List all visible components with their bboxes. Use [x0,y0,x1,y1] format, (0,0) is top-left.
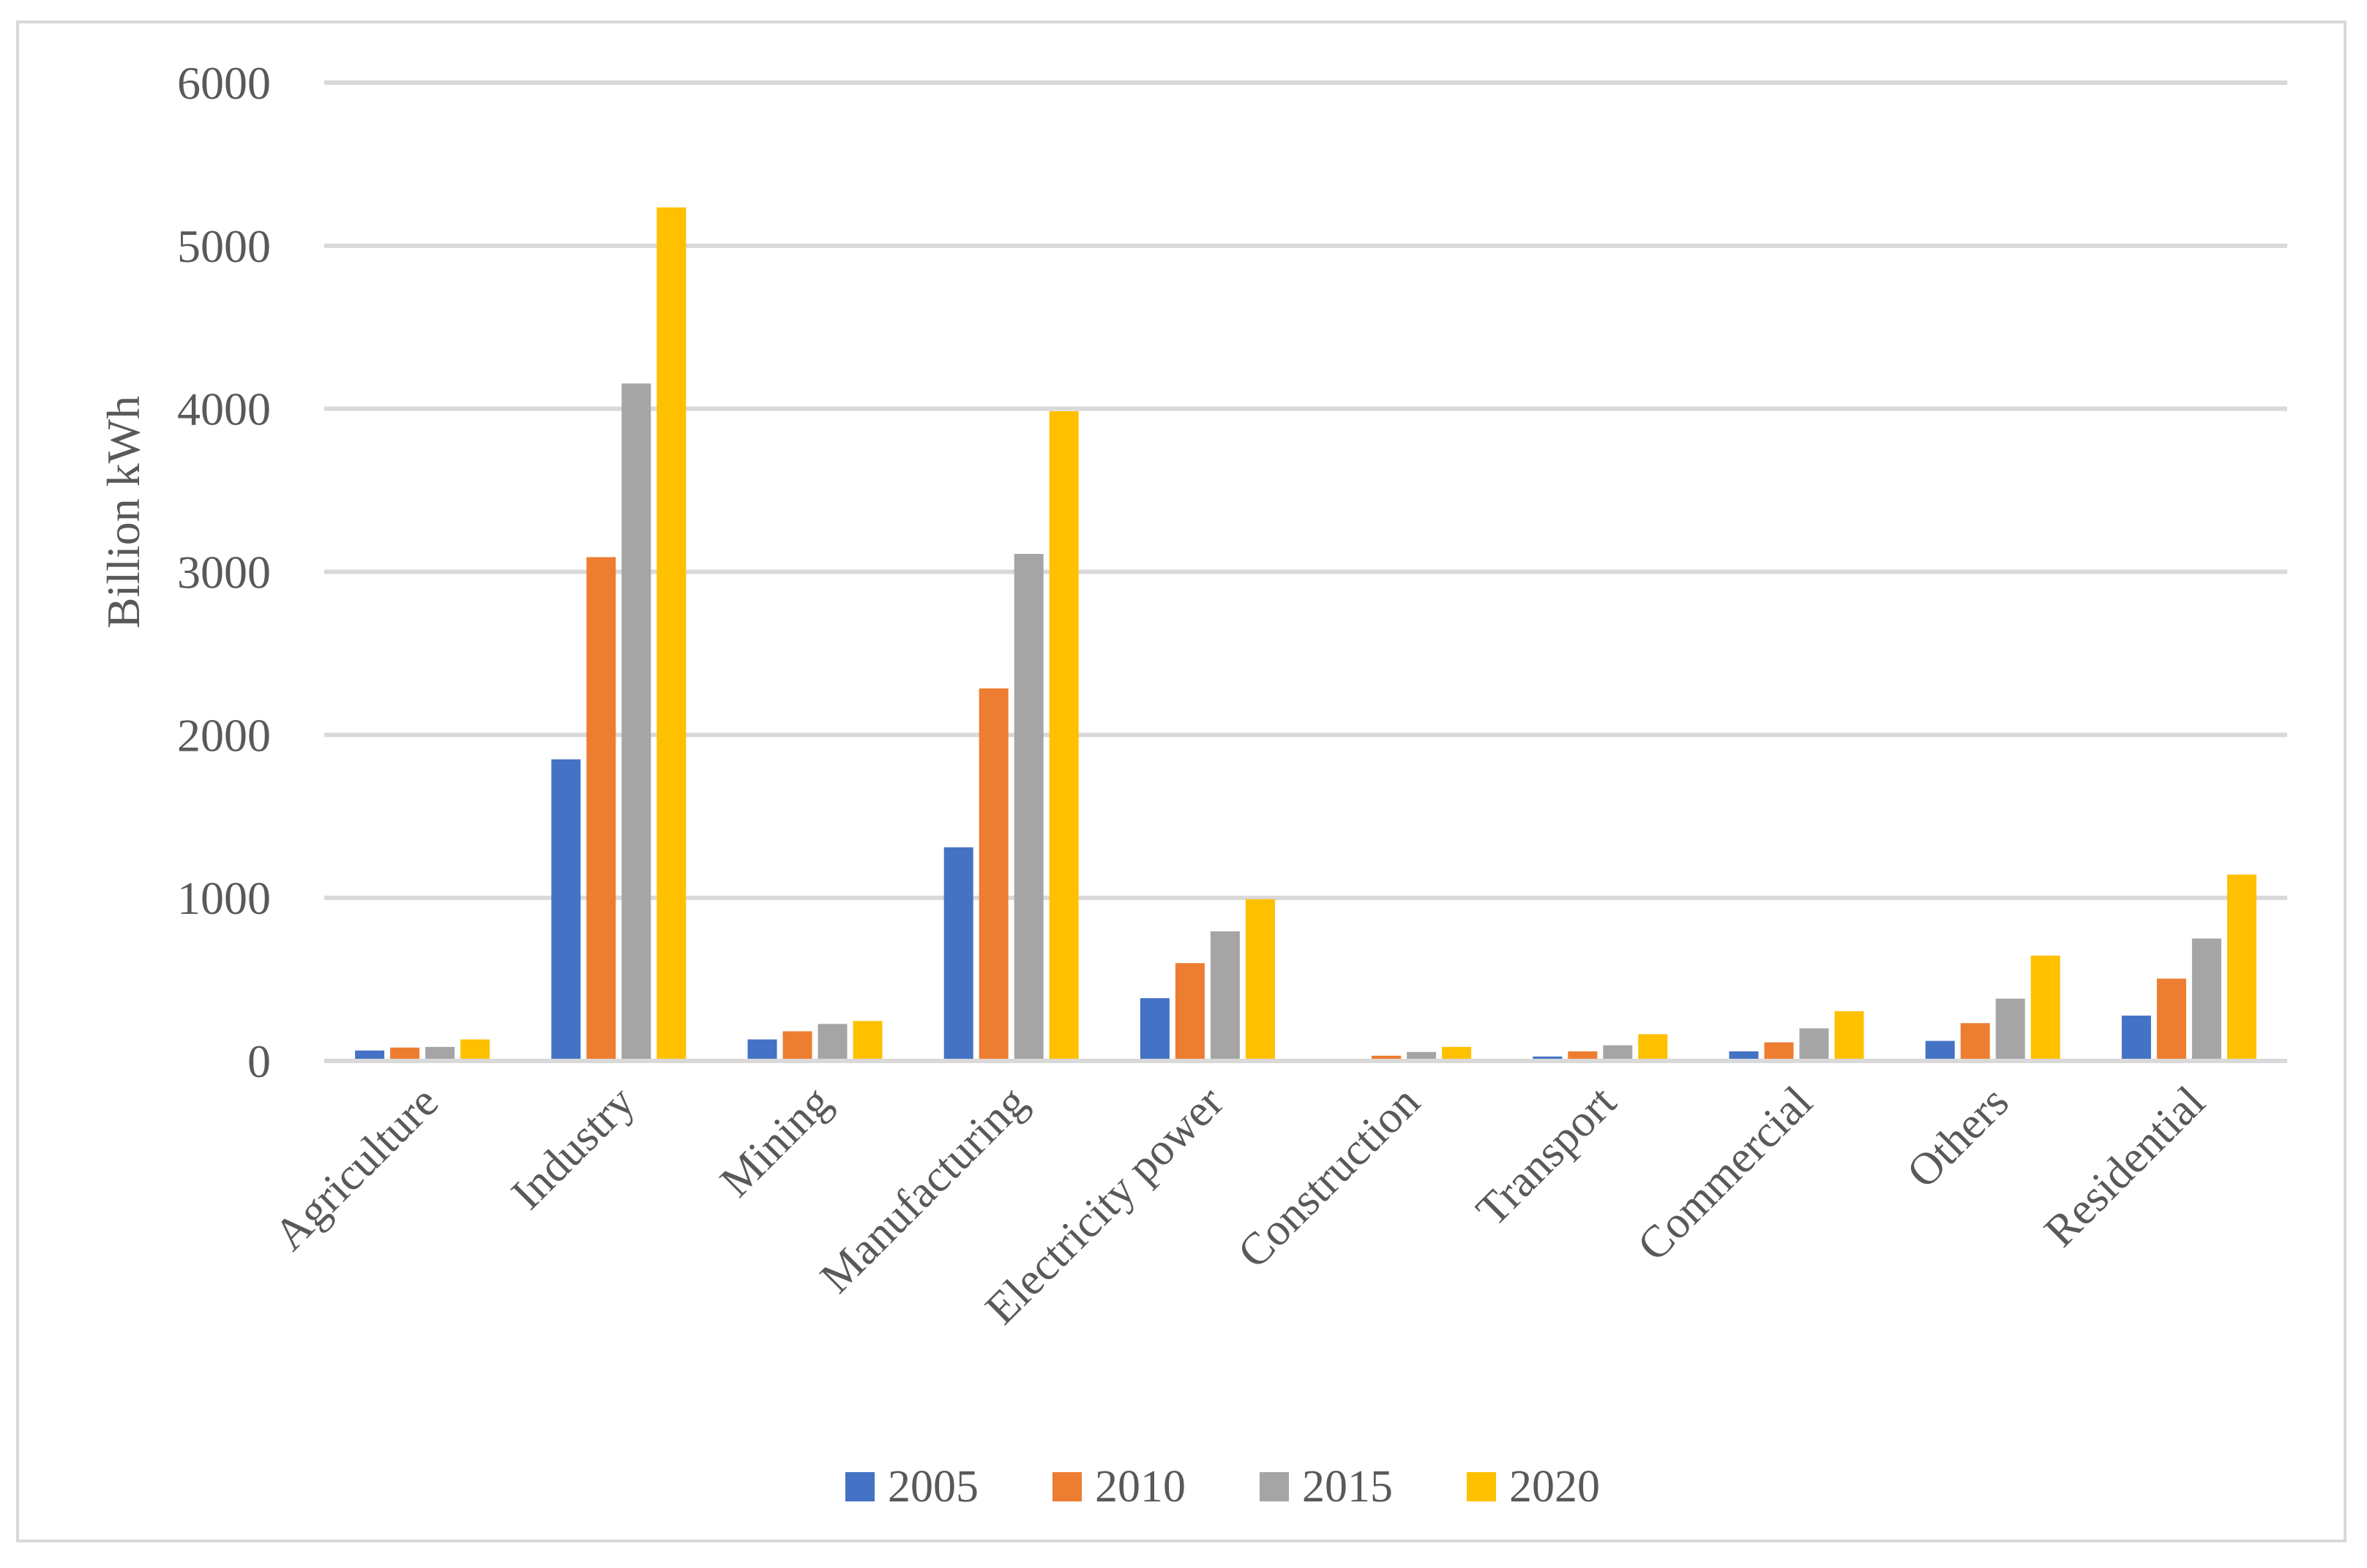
bar-2010 [586,557,616,1059]
bar-2015 [1210,931,1240,1059]
bar-2020 [657,207,687,1059]
bar-2015 [818,1024,848,1059]
y-tick-label: 4000 [177,383,271,435]
x-axis-labels: Agriculture Industry MiningManufacturingEl… [265,1077,2215,1334]
bar-2010 [1568,1051,1598,1059]
x-tick-label: Transport [1467,1077,1626,1236]
y-tick-label: 5000 [177,220,271,272]
legend-label: 2020 [1509,1462,1600,1512]
legend-label: 2015 [1302,1462,1393,1512]
bar-2010 [1175,963,1205,1059]
legend-label: 2005 [888,1462,979,1512]
bar-2005 [747,1039,777,1059]
legend-swatch-2010 [1052,1472,1082,1501]
x-tick-label: Others [1898,1077,2019,1198]
bar-2005 [1533,1056,1563,1059]
x-tick-label: Construction [1228,1077,1429,1278]
bar-2020 [2226,874,2256,1059]
bar-2020 [1049,411,1079,1059]
y-tick-label: 6000 [177,57,271,109]
gridlines [324,80,2287,1063]
bar-2015 [621,383,651,1059]
bar-2020 [853,1021,883,1059]
bar-2005 [1140,998,1170,1059]
bar-2015 [1407,1051,1437,1059]
bar-2005 [2121,1016,2151,1059]
bar-2020 [1638,1034,1668,1059]
bar-2005 [1925,1040,1955,1059]
legend-swatch-2020 [1467,1472,1496,1501]
x-tick-label: Commercial [1629,1077,1822,1271]
bar-2005 [355,1050,385,1059]
legend-swatch-2015 [1260,1472,1289,1501]
y-tick-label: 1000 [177,872,271,924]
bar-2015 [1014,553,1044,1059]
bar-2010 [782,1031,812,1059]
bar-2010 [1764,1042,1794,1059]
x-tick-label: Manufacturing [811,1077,1037,1303]
bars [355,207,2256,1059]
bar-2020 [460,1039,490,1059]
bar-2010 [1372,1055,1402,1059]
bar-2015 [1995,998,2025,1059]
bar-2005 [551,759,581,1059]
y-axis-ticks: 0 1000 2000 3000 4000 5000 6000 [177,57,271,1087]
bar-2020 [1442,1046,1472,1059]
x-tick-label: Mining [711,1077,840,1207]
bar-2010 [979,688,1009,1059]
bar-2010 [390,1047,420,1059]
y-tick-label: 3000 [177,547,271,599]
bar-2010 [1960,1023,1990,1059]
bar-2005 [943,847,973,1059]
y-tick-label: 0 [247,1035,271,1087]
bar-2015 [1799,1028,1829,1059]
bar-2005 [1729,1051,1759,1059]
y-tick-label: 2000 [177,709,271,761]
x-tick-label: Agriculture [265,1077,448,1260]
bar-2020 [1834,1011,1864,1059]
bar-2010 [2156,978,2186,1059]
chart-frame [16,20,2347,1542]
legend: 2005 2010 2015 2020 [845,1462,1600,1512]
x-tick-label: Industry [502,1077,644,1219]
legend-label: 2010 [1095,1462,1186,1512]
legend-swatch-2005 [845,1472,875,1501]
bar-2015 [2191,938,2221,1059]
bar-2015 [1603,1045,1633,1059]
bar-2020 [2030,956,2060,1059]
y-axis-label: Billion kWh [97,396,149,629]
x-tick-label: Residential [2035,1077,2214,1256]
bar-2020 [1245,899,1275,1059]
bar-2015 [425,1046,455,1059]
